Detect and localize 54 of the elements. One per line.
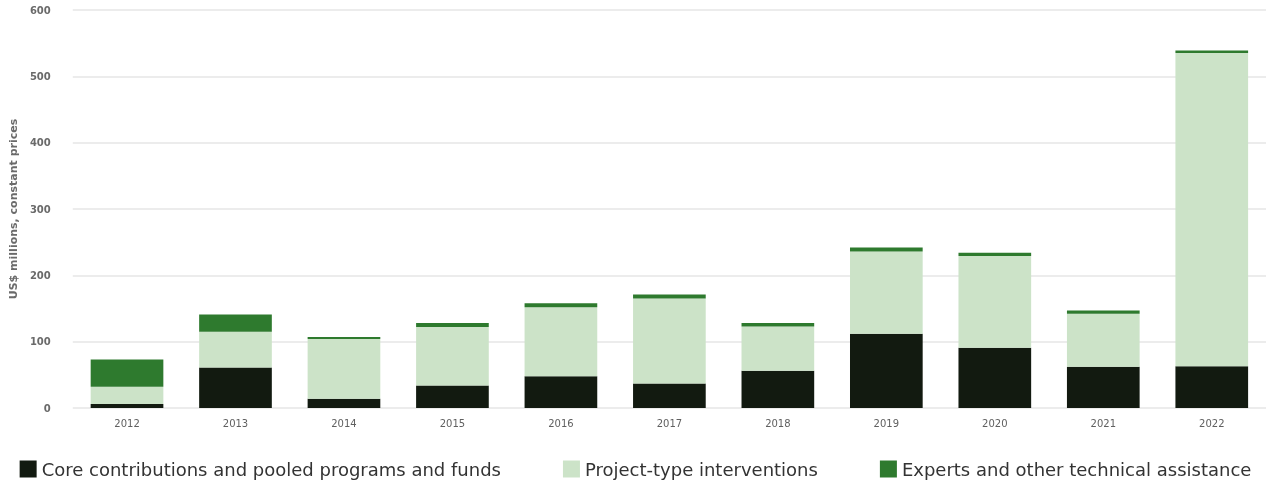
bar [199, 367, 272, 408]
legend-label: Core contributions and pooled programs and funds [41, 458, 501, 480]
bar [90, 359, 164, 387]
bar [1175, 366, 1249, 408]
bar [633, 294, 706, 299]
bar [416, 327, 489, 386]
y-tick-label: 300 [29, 203, 51, 215]
x-tick-label: 2020 [982, 417, 1008, 429]
bar [524, 303, 598, 308]
x-tick-label: 2017 [656, 417, 683, 429]
bar [633, 298, 706, 384]
bar [416, 385, 489, 408]
bar [1066, 313, 1140, 367]
x-tick-label: 2022 [1199, 417, 1225, 429]
bar [741, 323, 815, 327]
bar [850, 251, 923, 334]
y-tick-label: 0 [43, 402, 51, 414]
x-tick-label: 2014 [331, 417, 357, 429]
y-axis-title: US$ millions, constant prices [7, 118, 20, 300]
bar [199, 314, 272, 332]
x-tick-label: 2012 [114, 417, 140, 429]
y-tick-label: 400 [29, 137, 51, 149]
bar [524, 376, 598, 408]
bar [416, 323, 489, 328]
bar [307, 398, 381, 408]
bar [1066, 310, 1140, 314]
y-tick-label: 500 [29, 70, 51, 82]
x-tick-label: 2018 [765, 417, 791, 429]
bar [958, 347, 1032, 408]
legend-label: Project-type interventions [584, 458, 818, 480]
bar [524, 307, 598, 377]
bar [850, 247, 923, 252]
x-tick-label: 2013 [222, 417, 249, 429]
bar [958, 256, 1032, 348]
bar [741, 326, 815, 371]
bar [1066, 366, 1140, 408]
x-tick-label: 2021 [1090, 417, 1117, 429]
legend-label: Experts and other technical assistance [901, 458, 1252, 480]
y-tick-label: 100 [29, 336, 51, 348]
bar [199, 331, 272, 368]
y-tick-label: 200 [29, 269, 51, 281]
bar [1175, 53, 1249, 367]
bar [90, 386, 164, 405]
x-tick-label: 2019 [873, 417, 900, 429]
bar [90, 404, 164, 408]
x-tick-label: 2016 [548, 417, 574, 429]
y-tick-label: 600 [29, 4, 51, 16]
x-tick-label: 2015 [439, 417, 466, 429]
bar [958, 252, 1032, 257]
bar [633, 383, 706, 408]
bar [307, 339, 381, 399]
bar [850, 333, 923, 408]
bar [741, 370, 815, 408]
bar [1175, 50, 1249, 54]
